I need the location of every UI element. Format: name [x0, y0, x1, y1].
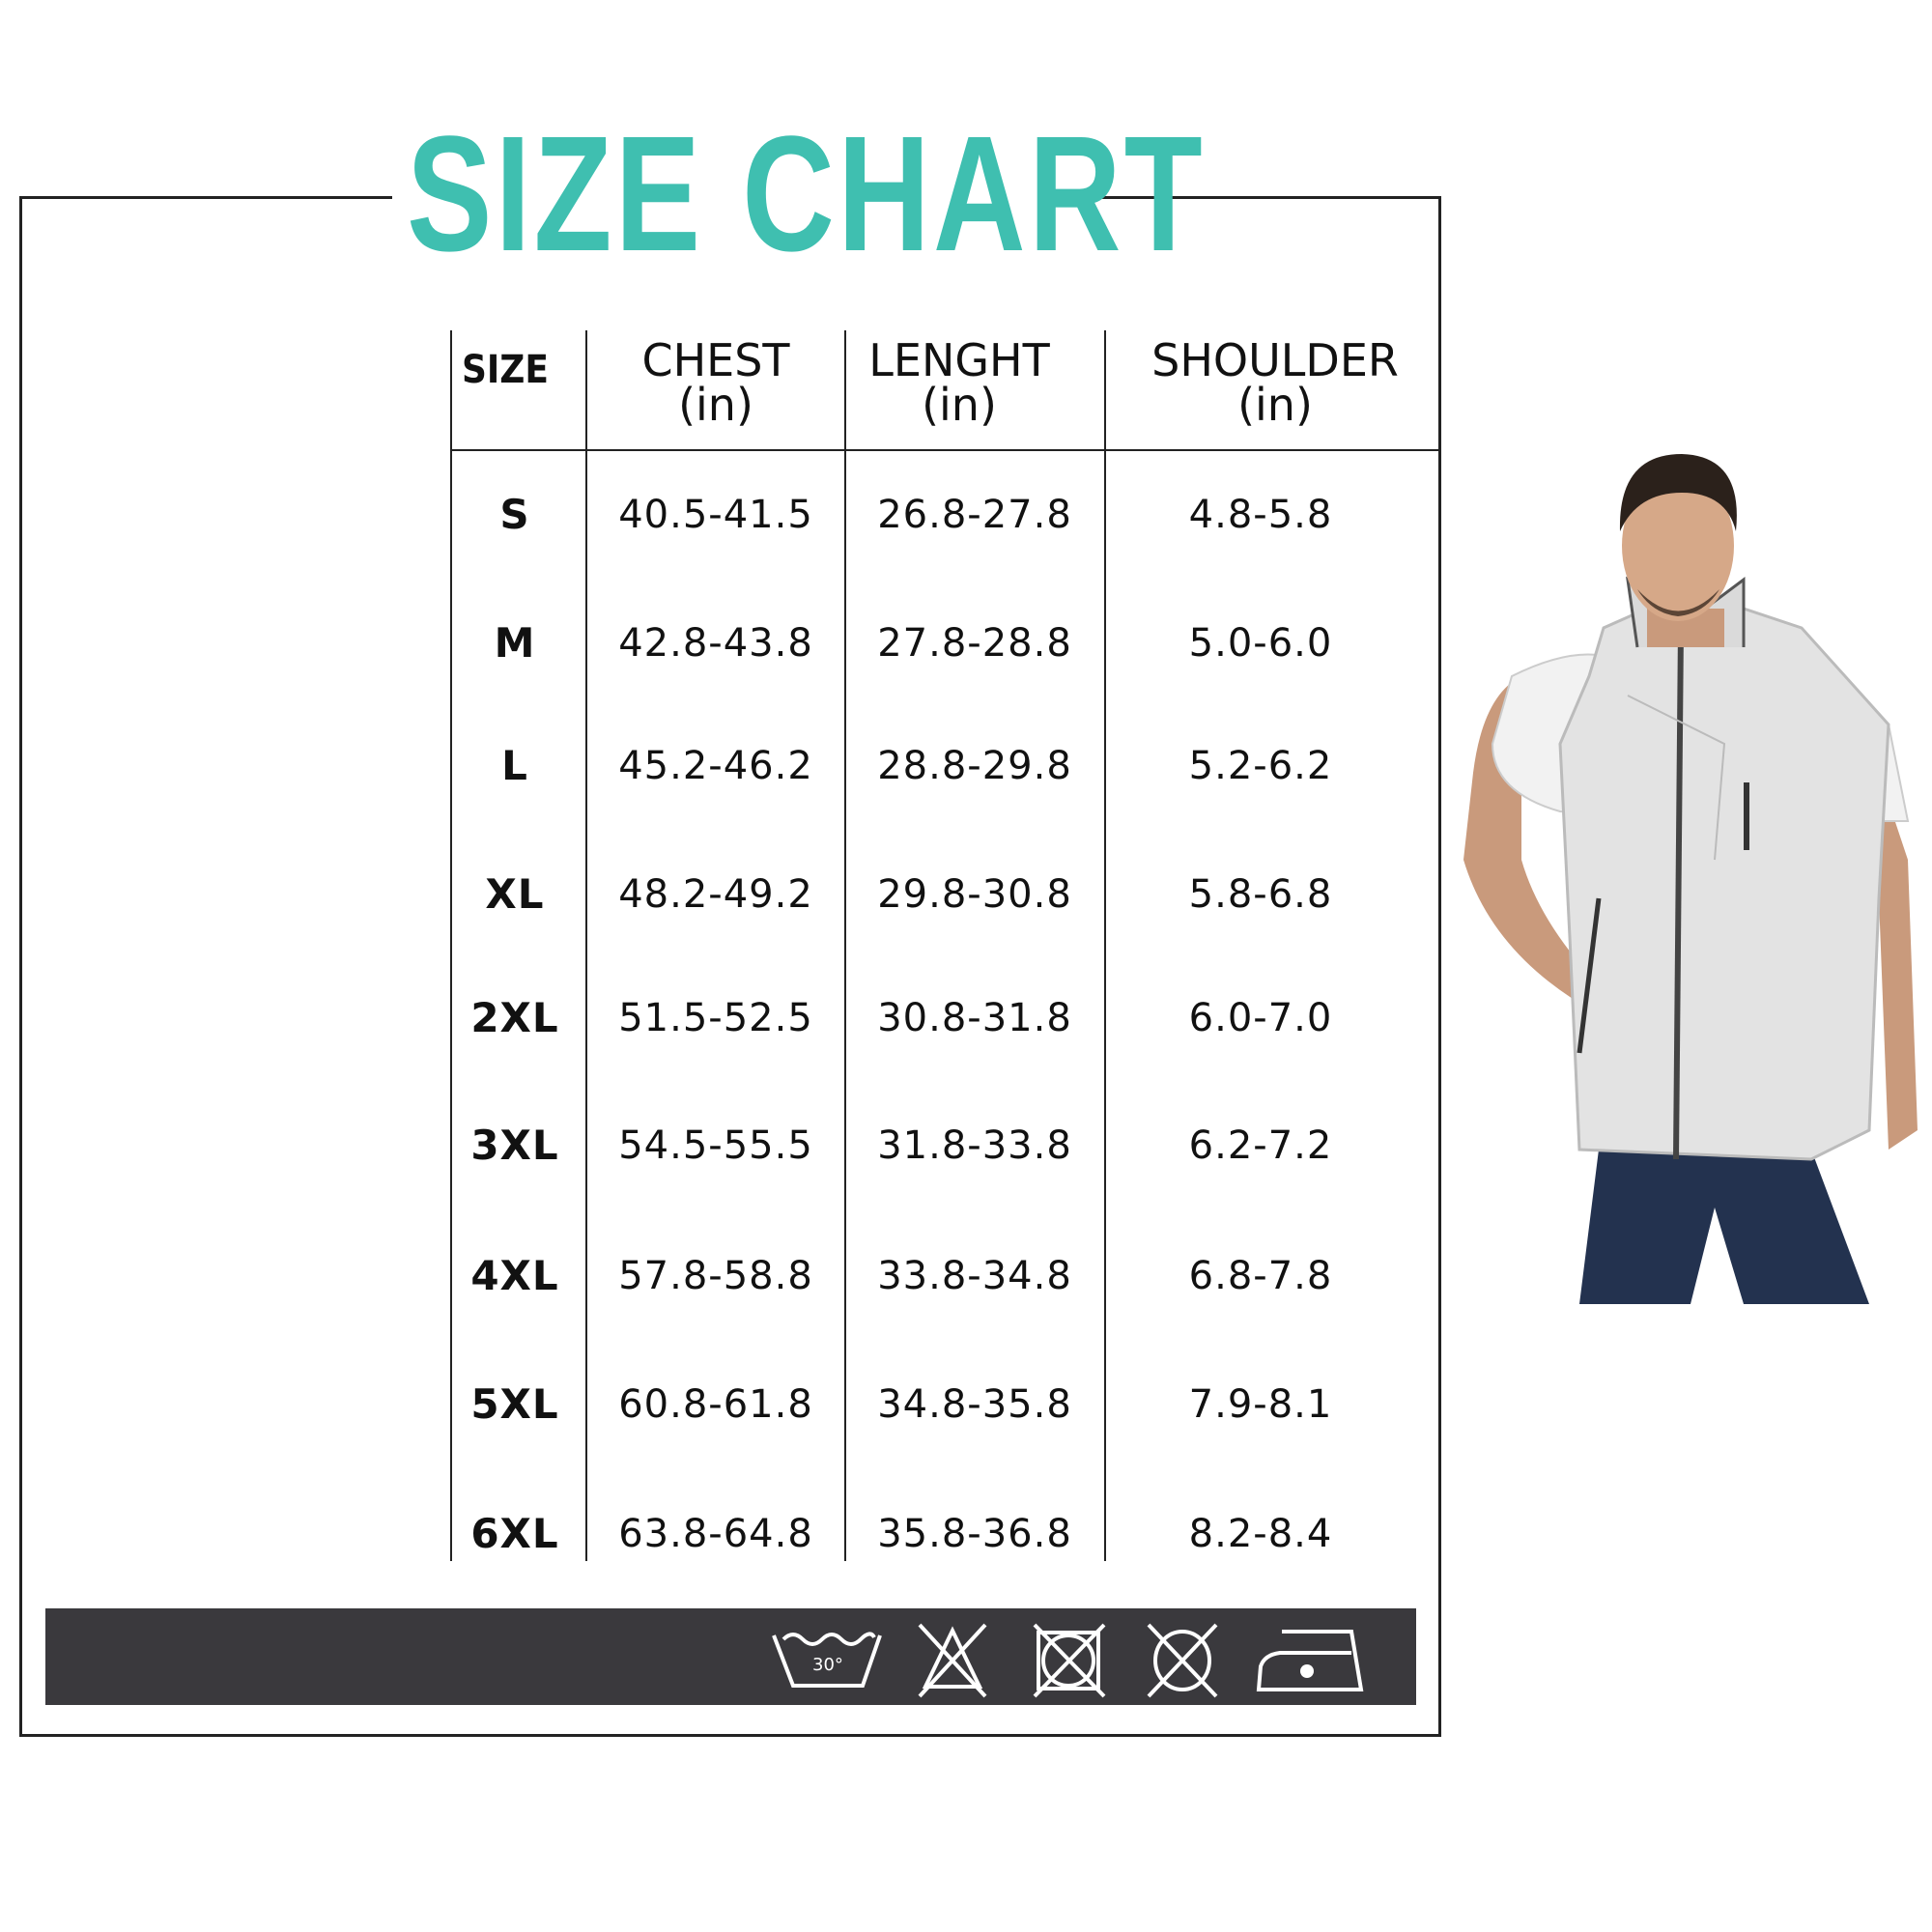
frame-right: [1438, 196, 1441, 1737]
header-shoulder: SHOULDER (in): [1121, 338, 1430, 427]
header-chest: CHEST (in): [587, 338, 844, 427]
cell-chest: 40.5-41.5: [618, 493, 813, 537]
table-line: [585, 330, 587, 1561]
cell-size: 5XL: [470, 1380, 559, 1428]
cell-shoulder: 5.8-6.8: [1188, 872, 1333, 917]
cell-shoulder: 5.2-6.2: [1188, 744, 1333, 788]
cell-shoulder: 8.2-8.4: [1188, 1512, 1333, 1556]
cell-shoulder: 6.2-7.2: [1188, 1123, 1333, 1168]
cell-chest: 51.5-52.5: [618, 996, 813, 1040]
cell-chest: 57.8-58.8: [618, 1254, 813, 1298]
do-not-tumble-dry-icon: [1033, 1623, 1106, 1698]
page-title: SIZE CHART: [407, 102, 1206, 286]
frame-top-left: [21, 196, 392, 199]
cell-chest: 45.2-46.2: [618, 744, 813, 788]
cell-size: M: [494, 619, 536, 667]
header-divider: [450, 449, 1439, 451]
header-label: SIZE: [461, 348, 550, 392]
wash-30-icon: 30°: [772, 1632, 882, 1688]
cell-size: S: [499, 491, 530, 538]
frame-bottom: [19, 1734, 1441, 1737]
cell-length: 33.8-34.8: [877, 1254, 1072, 1298]
cell-chest: 42.8-43.8: [618, 621, 813, 666]
header-unit: (in): [922, 379, 997, 431]
cell-shoulder: 6.0-7.0: [1188, 996, 1333, 1040]
cell-chest: 48.2-49.2: [618, 872, 813, 917]
cell-length: 28.8-29.8: [877, 744, 1072, 788]
care-instructions-bar: 30°: [45, 1608, 1416, 1705]
cell-shoulder: 7.9-8.1: [1188, 1382, 1333, 1427]
cell-size: XL: [485, 870, 545, 918]
do-not-dry-clean-icon: [1147, 1623, 1218, 1698]
cell-chest: 63.8-64.8: [618, 1512, 813, 1556]
cell-chest: 60.8-61.8: [618, 1382, 813, 1427]
cell-length: 31.8-33.8: [877, 1123, 1072, 1168]
frame-top-right: [1087, 196, 1441, 199]
iron-low-heat-icon: [1256, 1630, 1364, 1691]
wash-temperature: 30°: [812, 1655, 843, 1675]
cell-length: 34.8-35.8: [877, 1382, 1072, 1427]
header-size: SIZE: [458, 348, 554, 392]
cell-size: 6XL: [470, 1510, 559, 1557]
cell-length: 30.8-31.8: [877, 996, 1072, 1040]
cell-length: 35.8-36.8: [877, 1512, 1072, 1556]
table-line: [450, 330, 452, 1561]
cell-shoulder: 4.8-5.8: [1188, 493, 1333, 537]
cell-size: L: [501, 742, 528, 789]
header-unit: (in): [1237, 379, 1313, 431]
header-label: LENGHT: [868, 334, 1050, 386]
header-length: LENGHT (in): [831, 338, 1088, 427]
cell-chest: 54.5-55.5: [618, 1123, 813, 1168]
cell-shoulder: 6.8-7.8: [1188, 1254, 1333, 1298]
cell-length: 26.8-27.8: [877, 493, 1072, 537]
model-wearing-vest-image: [1463, 454, 1918, 1304]
cell-length: 29.8-30.8: [877, 872, 1072, 917]
cell-size: 2XL: [470, 994, 559, 1041]
cell-size: 3XL: [470, 1122, 559, 1169]
table-line: [1104, 330, 1106, 1561]
header-label: SHOULDER: [1151, 334, 1399, 386]
header-label: CHEST: [641, 334, 790, 386]
header-unit: (in): [678, 379, 753, 431]
table-line: [844, 330, 846, 1561]
frame-left: [19, 196, 22, 1737]
cell-size: 4XL: [470, 1252, 559, 1299]
cell-shoulder: 5.0-6.0: [1188, 621, 1333, 666]
cell-length: 27.8-28.8: [877, 621, 1072, 666]
do-not-bleach-icon: [918, 1623, 987, 1698]
